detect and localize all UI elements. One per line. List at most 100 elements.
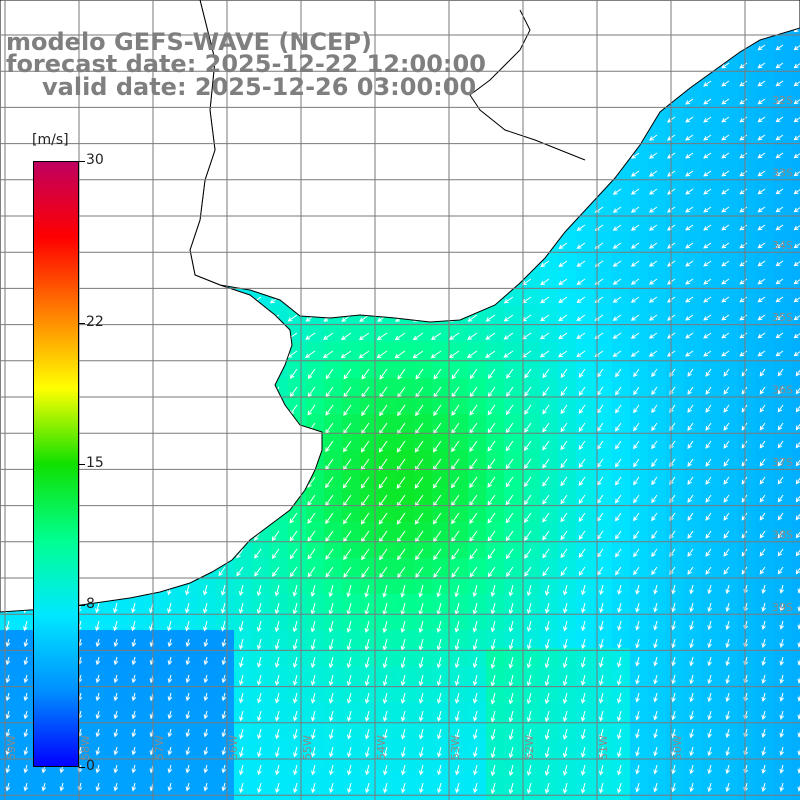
wind-arrow-head bbox=[325, 572, 330, 578]
wind-arrow bbox=[723, 476, 730, 485]
wind-arrow bbox=[361, 530, 370, 542]
wind-arrow bbox=[415, 386, 424, 398]
wind-arrow bbox=[613, 242, 622, 249]
wind-arrow-head bbox=[508, 591, 514, 597]
wind-arrow-head bbox=[759, 443, 765, 449]
wind-arrow bbox=[236, 566, 244, 576]
wind-arrow bbox=[705, 458, 712, 467]
wind-arrow-head bbox=[775, 207, 781, 213]
wind-arrow bbox=[488, 386, 496, 397]
wind-arrow bbox=[290, 566, 298, 577]
field-cell bbox=[792, 612, 800, 630]
wind-arrow bbox=[705, 422, 712, 431]
wind-arrow-head bbox=[648, 208, 654, 213]
wind-arrow bbox=[415, 512, 424, 525]
wind-arrow-head bbox=[651, 552, 656, 558]
wind-arrow bbox=[540, 314, 550, 322]
wind-arrow-head bbox=[651, 570, 656, 576]
wind-arrow bbox=[633, 368, 640, 377]
wind-arrow-head bbox=[505, 428, 511, 434]
wind-arrow bbox=[433, 566, 442, 578]
wind-arrow-head bbox=[185, 590, 190, 596]
wind-arrow bbox=[651, 386, 658, 395]
wind-arrow-head bbox=[630, 208, 636, 213]
wind-arrow-head bbox=[325, 554, 330, 560]
field-cell bbox=[396, 792, 414, 800]
wind-arrow-head bbox=[721, 100, 727, 105]
wind-arrow bbox=[487, 512, 496, 524]
wind-arrow-head bbox=[635, 589, 640, 595]
wind-arrow bbox=[360, 476, 370, 489]
wind-arrow-head bbox=[558, 244, 564, 249]
wind-arrow-head bbox=[648, 298, 654, 303]
field-cell bbox=[792, 234, 800, 252]
wind-arrow bbox=[705, 368, 712, 377]
wind-arrow bbox=[757, 152, 766, 159]
wind-arrow bbox=[469, 440, 478, 452]
wind-arrow-head bbox=[487, 554, 493, 560]
wind-arrow-head bbox=[432, 483, 438, 489]
wind-arrow-head bbox=[542, 409, 547, 415]
wind-arrow bbox=[469, 566, 478, 577]
wind-arrow-head bbox=[578, 427, 584, 432]
wind-arrow-head bbox=[382, 592, 387, 598]
wind-arrow-head bbox=[578, 570, 584, 576]
wind-arrow bbox=[685, 296, 694, 303]
wind-arrow-head bbox=[685, 208, 690, 213]
wind-arrow bbox=[361, 422, 370, 434]
field-cell bbox=[630, 792, 648, 800]
wind-arrow bbox=[615, 458, 622, 467]
wind-arrow-head bbox=[433, 573, 438, 578]
wind-arrow-head bbox=[669, 534, 674, 540]
field-cell bbox=[612, 792, 630, 800]
wind-arrow bbox=[721, 314, 730, 321]
wind-arrow bbox=[451, 548, 460, 560]
wind-arrow-head bbox=[612, 190, 618, 195]
wind-arrow bbox=[703, 188, 712, 195]
wind-arrow-head bbox=[341, 317, 347, 322]
wind-arrow bbox=[631, 314, 640, 321]
wind-arrow-head bbox=[487, 392, 493, 398]
wind-arrow-head bbox=[651, 372, 656, 378]
wind-arrow-head bbox=[705, 497, 710, 503]
wind-arrow bbox=[759, 440, 766, 449]
wind-arrow bbox=[739, 242, 748, 249]
wind-arrow bbox=[379, 368, 388, 380]
wind-arrow-head bbox=[633, 372, 638, 378]
wind-arrow bbox=[379, 530, 388, 542]
wind-arrow bbox=[723, 494, 730, 503]
wind-arrow bbox=[578, 494, 586, 504]
wind-arrow bbox=[777, 512, 784, 520]
wind-arrow bbox=[506, 530, 514, 541]
wind-arrow bbox=[726, 584, 730, 594]
wind-arrow-head bbox=[725, 589, 730, 595]
wind-arrow bbox=[433, 422, 442, 434]
field-cell bbox=[342, 792, 360, 800]
wind-arrow bbox=[343, 548, 352, 560]
wind-arrow bbox=[631, 296, 640, 303]
wind-arrow-head bbox=[793, 135, 799, 141]
field-cell bbox=[792, 684, 800, 702]
wind-arrow-head bbox=[578, 463, 584, 469]
wind-arrow-head bbox=[685, 244, 690, 249]
wind-arrow-head bbox=[653, 589, 658, 595]
wind-arrow bbox=[672, 584, 676, 594]
wind-arrow-head bbox=[721, 64, 727, 69]
wind-arrow bbox=[343, 368, 352, 379]
wind-arrow bbox=[578, 404, 586, 414]
wind-arrow-head bbox=[542, 445, 547, 451]
wind-arrow bbox=[631, 350, 640, 357]
wind-arrow bbox=[685, 206, 694, 213]
wind-arrow bbox=[631, 242, 640, 249]
wind-arrow-head bbox=[777, 497, 783, 503]
wind-arrow-head bbox=[503, 353, 509, 358]
wind-arrow bbox=[757, 296, 766, 303]
wind-arrow bbox=[325, 566, 334, 578]
wind-arrow-head bbox=[705, 551, 710, 557]
wind-arrow bbox=[633, 476, 640, 485]
wind-arrow bbox=[487, 476, 496, 488]
wind-arrow bbox=[703, 296, 712, 303]
wind-arrow bbox=[467, 332, 478, 340]
wind-arrow bbox=[325, 458, 334, 470]
wind-arrow bbox=[437, 584, 442, 597]
